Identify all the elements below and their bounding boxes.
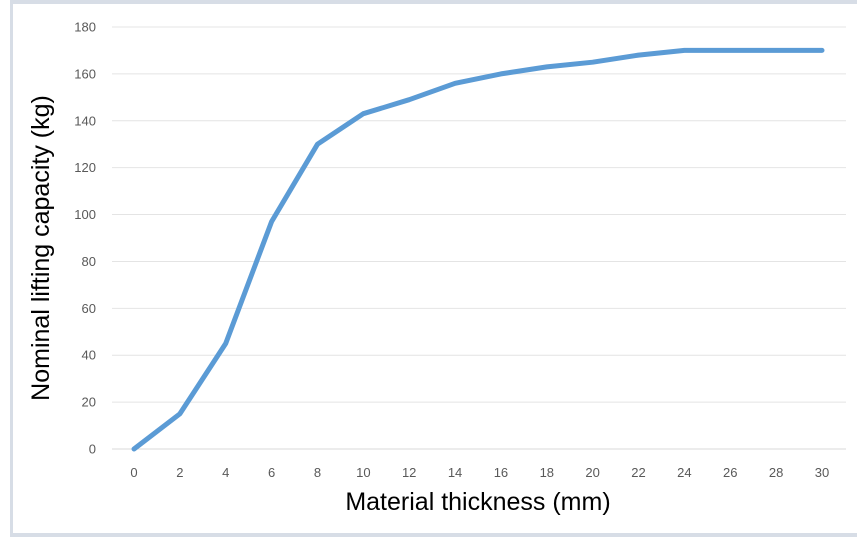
x-tick-label: 18 xyxy=(540,465,554,480)
x-tick-label: 4 xyxy=(222,465,229,480)
x-tick-label: 24 xyxy=(677,465,691,480)
series-line xyxy=(131,47,825,452)
y-tick-labels: 0 20 40 60 80 100 120 140 160 180 xyxy=(74,20,96,457)
y-tick-label: 120 xyxy=(74,160,96,175)
x-tick-label: 30 xyxy=(815,465,829,480)
y-tick-label: 100 xyxy=(74,207,96,222)
y-tick-label: 140 xyxy=(74,113,96,128)
series-group xyxy=(131,47,825,452)
y-tick-label: 80 xyxy=(82,254,96,269)
x-tick-label: 20 xyxy=(585,465,599,480)
x-tick-label: 14 xyxy=(448,465,462,480)
x-tick-label: 22 xyxy=(631,465,645,480)
x-tick-label: 0 xyxy=(130,465,137,480)
y-axis-title: Nominal lifting capacity (kg) xyxy=(27,95,55,401)
x-tick-label: 10 xyxy=(356,465,370,480)
y-tick-label: 0 xyxy=(89,442,96,457)
frame-edge-bottom xyxy=(10,533,857,537)
y-tick-label: 60 xyxy=(82,301,96,316)
y-tick-label: 160 xyxy=(74,66,96,81)
y-tick-label: 180 xyxy=(74,20,96,35)
frame-edge-left xyxy=(10,0,13,537)
x-tick-label: 16 xyxy=(494,465,508,480)
x-tick-label: 12 xyxy=(402,465,416,480)
x-tick-label: 8 xyxy=(314,465,321,480)
grid-lines xyxy=(112,26,846,450)
x-tick-label: 26 xyxy=(723,465,737,480)
x-tick-label: 2 xyxy=(176,465,183,480)
y-tick-label: 20 xyxy=(82,395,96,410)
frame-edge-top xyxy=(10,0,857,4)
x-tick-label: 6 xyxy=(268,465,275,480)
x-axis-title: Material thickness (mm) xyxy=(345,488,610,516)
x-tick-labels: 0 2 4 6 8 10 12 14 16 18 20 22 24 26 28 30 xyxy=(130,465,829,480)
y-tick-label: 40 xyxy=(82,348,96,363)
x-tick-label: 28 xyxy=(769,465,783,480)
